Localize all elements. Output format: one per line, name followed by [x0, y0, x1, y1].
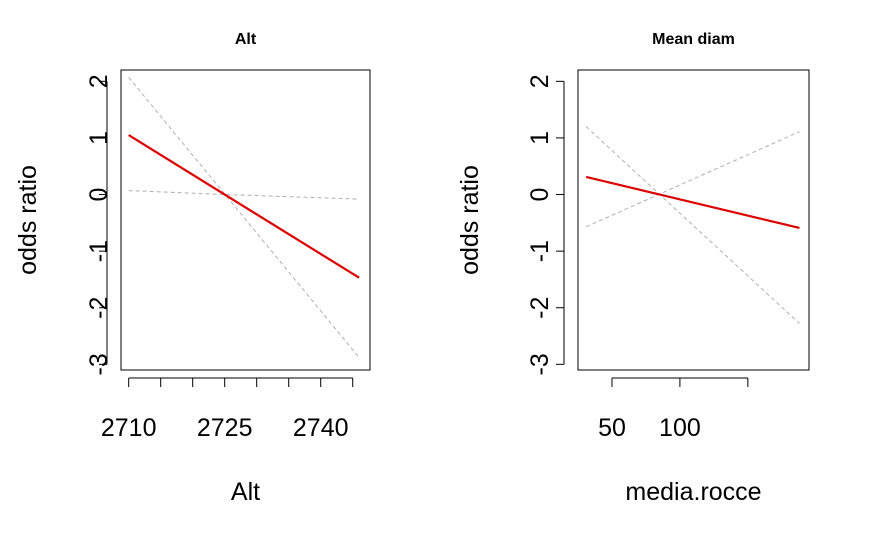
x-tick-label: 100 — [659, 414, 701, 442]
y-tick-label: -1 — [85, 240, 113, 262]
x-tick-label: 50 — [598, 414, 626, 442]
plot-frame — [120, 69, 371, 371]
series-line-upper-ci — [128, 77, 360, 358]
y-tick-label: -3 — [85, 353, 113, 375]
x-axis-label: Alt — [231, 478, 260, 506]
y-tick-label: -2 — [85, 297, 113, 319]
y-tick-label: 1 — [85, 131, 113, 145]
y-tick-label: -3 — [526, 353, 554, 375]
series-line-lower-ci — [128, 190, 360, 200]
x-tick-label: 2740 — [293, 414, 349, 442]
panel-2: Mean diam 2 1 0 -1 -2 -3 50 100 media.rocce odds r… — [456, 31, 810, 506]
y-axis-label: odds ratio — [456, 165, 484, 275]
chart-title: Alt — [235, 31, 257, 48]
x-tick-label: 2710 — [101, 414, 157, 442]
y-tick-label: 2 — [526, 74, 554, 88]
y-tick-label: -2 — [526, 297, 554, 319]
plot-frame — [577, 69, 810, 371]
series-line-upper-ci — [585, 126, 800, 324]
series-line-estimate — [585, 175, 800, 229]
y-tick-label: 1 — [526, 131, 554, 145]
y-tick-label: 0 — [526, 188, 554, 202]
y-tick-label: -1 — [526, 240, 554, 262]
chart-title: Mean diam — [652, 31, 735, 48]
x-axis-label: media.rocce — [625, 478, 761, 506]
x-tick-label: 2725 — [197, 414, 253, 442]
y-tick-label: 0 — [85, 188, 113, 202]
y-axis-label: odds ratio — [14, 165, 42, 275]
series-line-estimate — [128, 134, 360, 279]
y-tick-label: 2 — [85, 74, 113, 88]
series-line-lower-ci — [585, 131, 800, 228]
panel-1: Alt 2 1 0 -1 -2 -3 2710 2725 2740 Alt odds ratio — [14, 31, 371, 506]
